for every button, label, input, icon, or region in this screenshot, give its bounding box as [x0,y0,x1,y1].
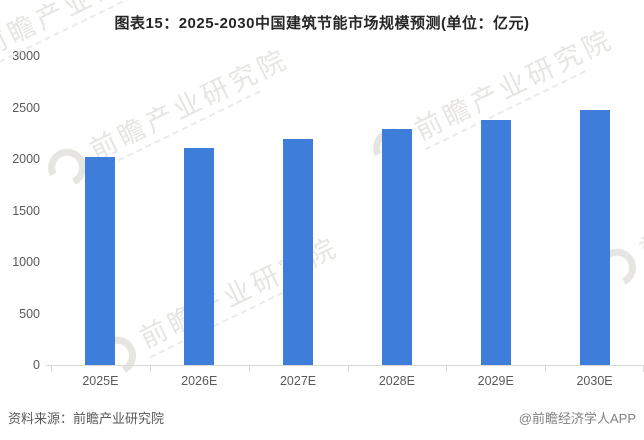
bar-slot [249,56,348,365]
x-axis-category-label: 2030E [576,374,613,388]
x-axis-category-label: 2027E [279,374,317,388]
credit-note: @前瞻经济学人APP [518,411,636,426]
x-axis-line [46,365,644,366]
bar-slot [51,56,150,365]
bar-2027E [283,139,314,365]
bar-slot [545,56,644,365]
y-axis-tick-label: 3000 [12,49,40,63]
bar-2026E [184,147,215,365]
y-axis-tick-label: 500 [19,306,40,321]
y-axis-tick-label: 0 [33,358,40,372]
x-axis-category-label: 2025E [82,374,119,388]
x-axis-tick [51,365,52,372]
x-axis-tick [149,365,151,372]
y-axis-tick-label: 1500 [12,203,40,218]
bar-2028E [381,129,412,365]
bar-slot [446,56,545,365]
y-axis-tick-label: 1000 [12,255,40,269]
y-axis-tick-label: 2000 [12,152,40,166]
x-axis-labels: 2025E 2026E 2027E 2028E 2029E 2030E [51,372,644,390]
source-note: 资料来源：前瞻产业研究院 [8,411,165,426]
bar-slot [347,56,446,365]
y-axis-tick-label: 2500 [12,100,40,115]
x-axis-category-label: 2028E [378,374,415,388]
bar-slot [150,56,249,365]
x-axis-category-label: 2026E [181,374,218,388]
x-axis-tick [446,365,448,372]
x-axis-tick [347,365,349,372]
x-axis-tick [248,365,250,372]
x-axis-category-label: 2029E [477,374,514,388]
plot-area [51,56,644,365]
bar-2029E [480,119,511,365]
bar-2025E [85,156,116,365]
bar-2030E [579,109,610,365]
x-axis-tick [545,365,547,372]
chart-title: 图表15：2025-2030中国建筑节能市场规模预测(单位：亿元) [114,15,530,32]
